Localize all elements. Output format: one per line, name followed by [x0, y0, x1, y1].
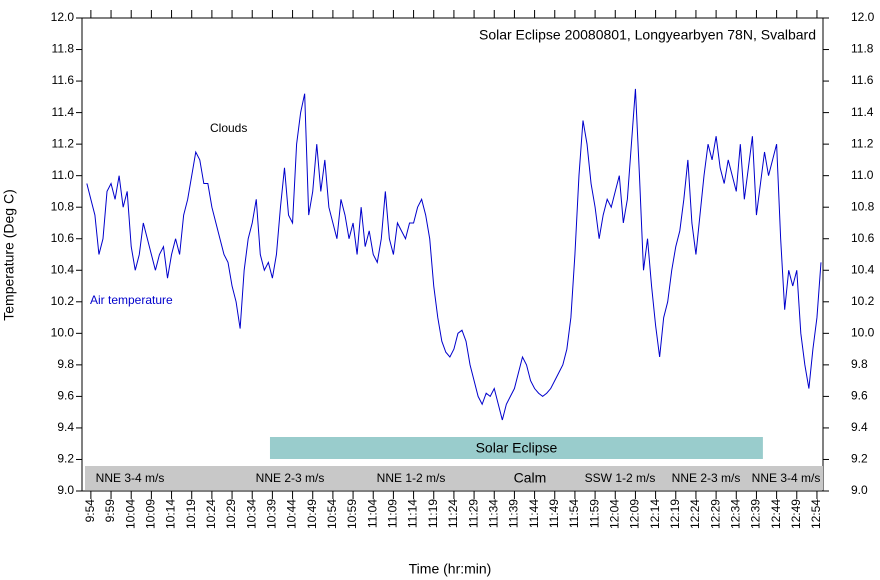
x-tick-label: 10:19 — [184, 499, 198, 529]
x-tick-label: 12:44 — [769, 499, 783, 529]
wind-label: NNE 3-4 m/s — [752, 471, 821, 485]
x-tick-label: 12:04 — [607, 499, 621, 529]
x-tick-label: 12:39 — [749, 499, 763, 529]
x-tick-label: 10:09 — [144, 499, 158, 529]
x-tick-label: 10:49 — [305, 499, 319, 529]
y-tick-label-right: 10.0 — [851, 326, 875, 340]
y-tick-label: 9.6 — [57, 389, 74, 403]
x-tick-label: 11:59 — [587, 499, 601, 528]
wind-bar — [85, 466, 823, 490]
wind-label: NNE 3-4 m/s — [96, 471, 165, 485]
x-tick-label: 9:54 — [83, 499, 97, 523]
x-tick-label: 10:54 — [325, 499, 339, 529]
temperature-line — [86, 88, 822, 421]
x-tick-label: 9:59 — [103, 499, 117, 523]
y-tick-label-right: 12.0 — [851, 10, 875, 24]
plot-frame — [81, 17, 824, 492]
y-axis-title: Temperature (Deg C) — [1, 189, 17, 321]
wind-label: SSW 1-2 m/s — [585, 471, 656, 485]
x-tick-label: 10:44 — [285, 499, 299, 529]
y-tick-label: 11.4 — [52, 105, 75, 119]
y-tick-label-right: 11.4 — [851, 105, 874, 119]
y-tick-label: 11.2 — [52, 136, 75, 150]
y-tick-label-right: 11.2 — [851, 136, 874, 150]
eclipse-label: Solar Eclipse — [476, 440, 558, 456]
x-tick-label: 11:14 — [406, 499, 420, 528]
y-tick-label-right: 10.8 — [851, 199, 875, 213]
y-tick-label-right: 9.4 — [851, 420, 868, 434]
x-tick-label: 10:04 — [123, 499, 137, 529]
x-tick-label: 10:29 — [224, 499, 238, 529]
y-tick-label: 11.8 — [52, 42, 75, 56]
x-tick-label: 11:34 — [486, 499, 500, 528]
y-tick-label: 11.6 — [52, 73, 75, 87]
clouds-label: Clouds — [210, 121, 247, 135]
x-tick-label: 11:44 — [527, 499, 541, 528]
wind-label: NNE 2-3 m/s — [256, 471, 325, 485]
x-tick-label: 12:19 — [668, 499, 682, 529]
y-tick-label-right: 9.0 — [851, 483, 868, 497]
x-tick-label: 12:29 — [708, 499, 722, 529]
y-tick-label: 9.4 — [57, 420, 74, 434]
x-tick-label: 11:29 — [466, 499, 480, 528]
y-tick-label-right: 10.4 — [851, 262, 875, 276]
x-tick-label: 10:39 — [265, 499, 279, 529]
x-tick-label: 12:24 — [688, 499, 702, 529]
x-tick-label: 12:14 — [648, 499, 662, 529]
x-tick-label: 11:09 — [386, 499, 400, 528]
chart-title: Solar Eclipse 20080801, Longyearbyen 78N… — [479, 27, 816, 43]
x-tick-label: 11:39 — [507, 499, 521, 528]
x-tick-label: 11:04 — [365, 499, 379, 528]
y-tick-label: 9.8 — [57, 357, 74, 371]
y-tick-label-right: 10.6 — [851, 231, 875, 245]
x-axis-title: Time (hr:min) — [409, 561, 492, 577]
x-tick-label: 10:59 — [345, 499, 359, 529]
x-tick-label: 10:24 — [204, 499, 218, 529]
y-tick-label-right: 9.8 — [851, 357, 868, 371]
y-tick-label: 10.8 — [51, 199, 75, 213]
y-tick-label: 10.4 — [51, 262, 75, 276]
y-tick-label-right: 9.6 — [851, 389, 868, 403]
wind-label: NNE 1-2 m/s — [377, 471, 446, 485]
y-tick-label: 12.0 — [51, 10, 75, 24]
y-tick-label: 10.2 — [51, 294, 75, 308]
x-tick-label: 12:54 — [809, 499, 823, 529]
y-tick-label: 9.2 — [57, 452, 74, 466]
wind-label: NNE 2-3 m/s — [672, 471, 741, 485]
air-temperature-label: Air temperature — [90, 293, 173, 307]
x-tick-label: 11:24 — [446, 499, 460, 528]
x-tick-label: 11:54 — [567, 499, 581, 528]
x-tick-label: 11:49 — [547, 499, 561, 528]
x-tick-label: 10:14 — [164, 499, 178, 529]
y-tick-label: 10.6 — [51, 231, 75, 245]
eclipse-band — [269, 437, 763, 459]
y-tick-label: 11.0 — [52, 168, 75, 182]
x-tick-label: 10:34 — [244, 499, 258, 529]
y-tick-label-right: 11.8 — [851, 42, 874, 56]
y-tick-label: 10.0 — [51, 326, 75, 340]
y-tick-label-right: 9.2 — [851, 452, 868, 466]
x-tick-label: 12:49 — [789, 499, 803, 529]
wind-label: Calm — [514, 470, 547, 486]
y-tick-label: 9.0 — [57, 483, 74, 497]
y-tick-label-right: 11.6 — [851, 73, 874, 87]
y-tick-label-right: 11.0 — [851, 168, 874, 182]
x-tick-label: 11:19 — [426, 499, 440, 528]
x-tick-label: 12:34 — [728, 499, 742, 529]
y-tick-label-right: 10.2 — [851, 294, 875, 308]
x-tick-label: 12:09 — [628, 499, 642, 529]
